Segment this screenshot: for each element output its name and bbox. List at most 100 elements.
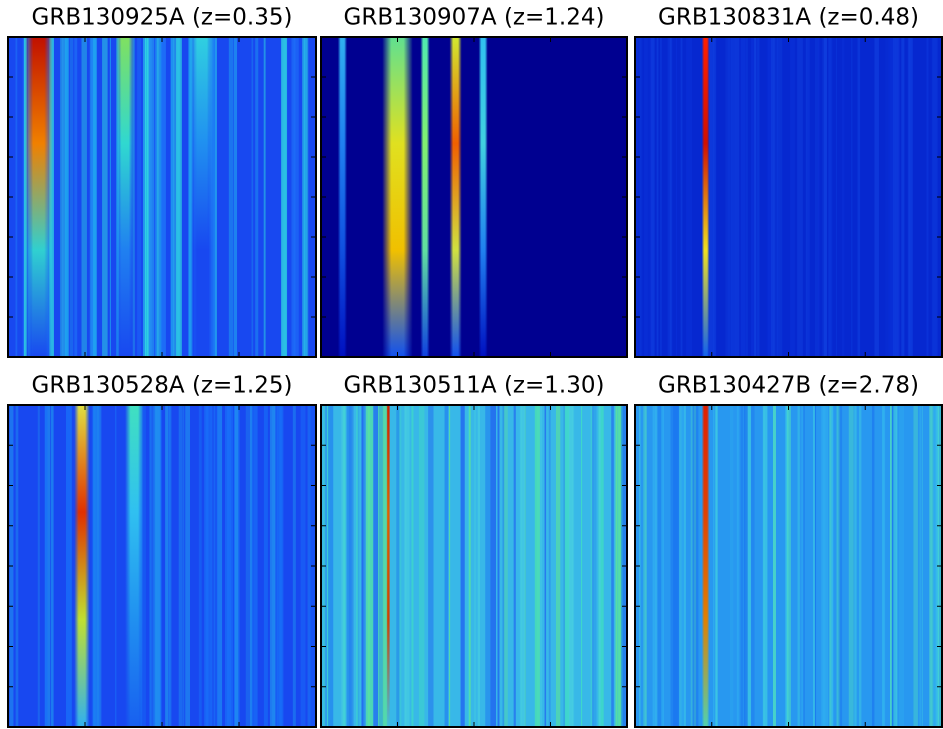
heatmap-streak [367, 405, 374, 727]
heatmap-streak [687, 37, 693, 357]
heatmap-streak [932, 405, 938, 727]
heatmap-streak [198, 405, 201, 727]
heatmap-streak [656, 37, 659, 357]
heatmap-streak [341, 405, 346, 727]
heatmap-streak [418, 405, 425, 727]
heatmap-streak [251, 405, 253, 727]
heatmap-streak [829, 405, 832, 727]
heatmap-streak [64, 37, 69, 357]
heatmap-streak [593, 405, 597, 727]
heatmap-streak [736, 405, 739, 727]
heatmap-streak [149, 37, 156, 357]
heatmap-streak [276, 405, 282, 727]
heatmap-streak [460, 405, 465, 727]
heatmap [8, 405, 316, 727]
heatmap-streak [214, 405, 216, 727]
heatmap-streak [657, 405, 663, 727]
heatmap-streak [217, 405, 222, 727]
heatmap [321, 405, 627, 727]
heatmap-streak [807, 37, 810, 357]
heatmap-streak [255, 37, 259, 357]
heatmap-streak [813, 405, 816, 727]
heatmap-streak [304, 37, 309, 357]
heatmap-streak [263, 37, 266, 357]
heatmap-streak [15, 37, 18, 357]
heatmap-streak [667, 37, 672, 357]
heatmap-streak [474, 405, 476, 727]
heatmap-streak [178, 405, 183, 727]
panel-title: GRB130831A (z=0.48) [658, 5, 919, 31]
heatmap-streak [449, 37, 462, 357]
heatmap-streak [92, 405, 99, 727]
heatmap-streak [739, 37, 741, 357]
heatmap-streak [185, 405, 191, 727]
heatmap-streak [853, 405, 858, 727]
heatmap-streak [858, 405, 862, 727]
heatmap-streak [815, 37, 820, 357]
heatmap-streak [666, 37, 670, 357]
heatmap-streak [444, 405, 449, 727]
heatmap [8, 37, 316, 357]
heatmap-streak [90, 37, 96, 357]
heatmap-streak [772, 405, 776, 727]
heatmap-streak [643, 405, 647, 727]
heatmap-streak [308, 405, 311, 727]
heatmap-streak [885, 37, 890, 357]
panel-frame [320, 404, 628, 728]
heatmap-streak [838, 405, 843, 727]
heatmap-streak [94, 405, 96, 727]
heatmap-streak [767, 37, 773, 357]
heatmap-streak [874, 37, 879, 357]
heatmap-streak [830, 405, 833, 727]
heatmap-streak [750, 405, 755, 727]
heatmap-streak [817, 37, 820, 357]
heatmap-streak [300, 405, 306, 727]
heatmap-streak [684, 405, 686, 727]
heatmap-streak [373, 405, 379, 727]
heatmap-streak [801, 405, 803, 727]
heatmap-streak [548, 405, 551, 727]
heatmap-streak [361, 405, 364, 727]
heatmap-streak [490, 405, 497, 727]
heatmap-streak [822, 37, 826, 357]
heatmap-streak [251, 37, 254, 357]
heatmap-streak [931, 37, 937, 357]
heatmap-streak [291, 37, 296, 357]
heatmap-streak [680, 405, 687, 727]
heatmap-streak [762, 405, 768, 727]
heatmap-streak [822, 405, 829, 727]
heatmap-streak [661, 405, 665, 727]
heatmap-streak [933, 405, 937, 727]
heatmap-streak [281, 37, 287, 357]
panel-title: GRB130925A (z=0.35) [32, 5, 293, 31]
heatmap-streak [228, 37, 234, 357]
heatmap-streak [692, 405, 699, 727]
heatmap-streak [449, 405, 451, 727]
heatmap [635, 405, 942, 727]
heatmap-streak [648, 37, 654, 357]
heatmap-streak [293, 37, 299, 357]
heatmap-streak [598, 405, 601, 727]
heatmap-streak [741, 37, 746, 357]
heatmap-streak [74, 37, 78, 357]
heatmap-streak [74, 405, 90, 727]
heatmap-streak [302, 37, 305, 357]
heatmap-streak [568, 405, 574, 727]
heatmap-streak [199, 405, 202, 727]
panel-frame [634, 36, 943, 358]
heatmap-streak [24, 37, 53, 357]
heatmap-streak [210, 405, 216, 727]
heatmap-streak [715, 405, 718, 727]
heatmap-streak [15, 405, 19, 727]
heatmap-streak [396, 405, 400, 727]
heatmap-streak [708, 37, 715, 357]
heatmap-streak [735, 37, 740, 357]
heatmap-streak [563, 405, 565, 727]
heatmap-streak [712, 405, 715, 727]
heatmap-streak [725, 37, 732, 357]
heatmap-streak [309, 405, 311, 727]
heatmap-streak [81, 37, 87, 357]
heatmap-streak [581, 405, 583, 727]
heatmap-streak [835, 37, 837, 357]
